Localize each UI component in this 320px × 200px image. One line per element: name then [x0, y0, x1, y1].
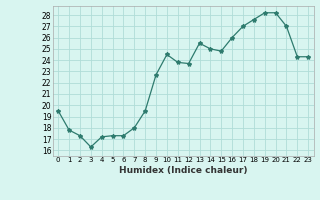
X-axis label: Humidex (Indice chaleur): Humidex (Indice chaleur) — [119, 166, 247, 175]
